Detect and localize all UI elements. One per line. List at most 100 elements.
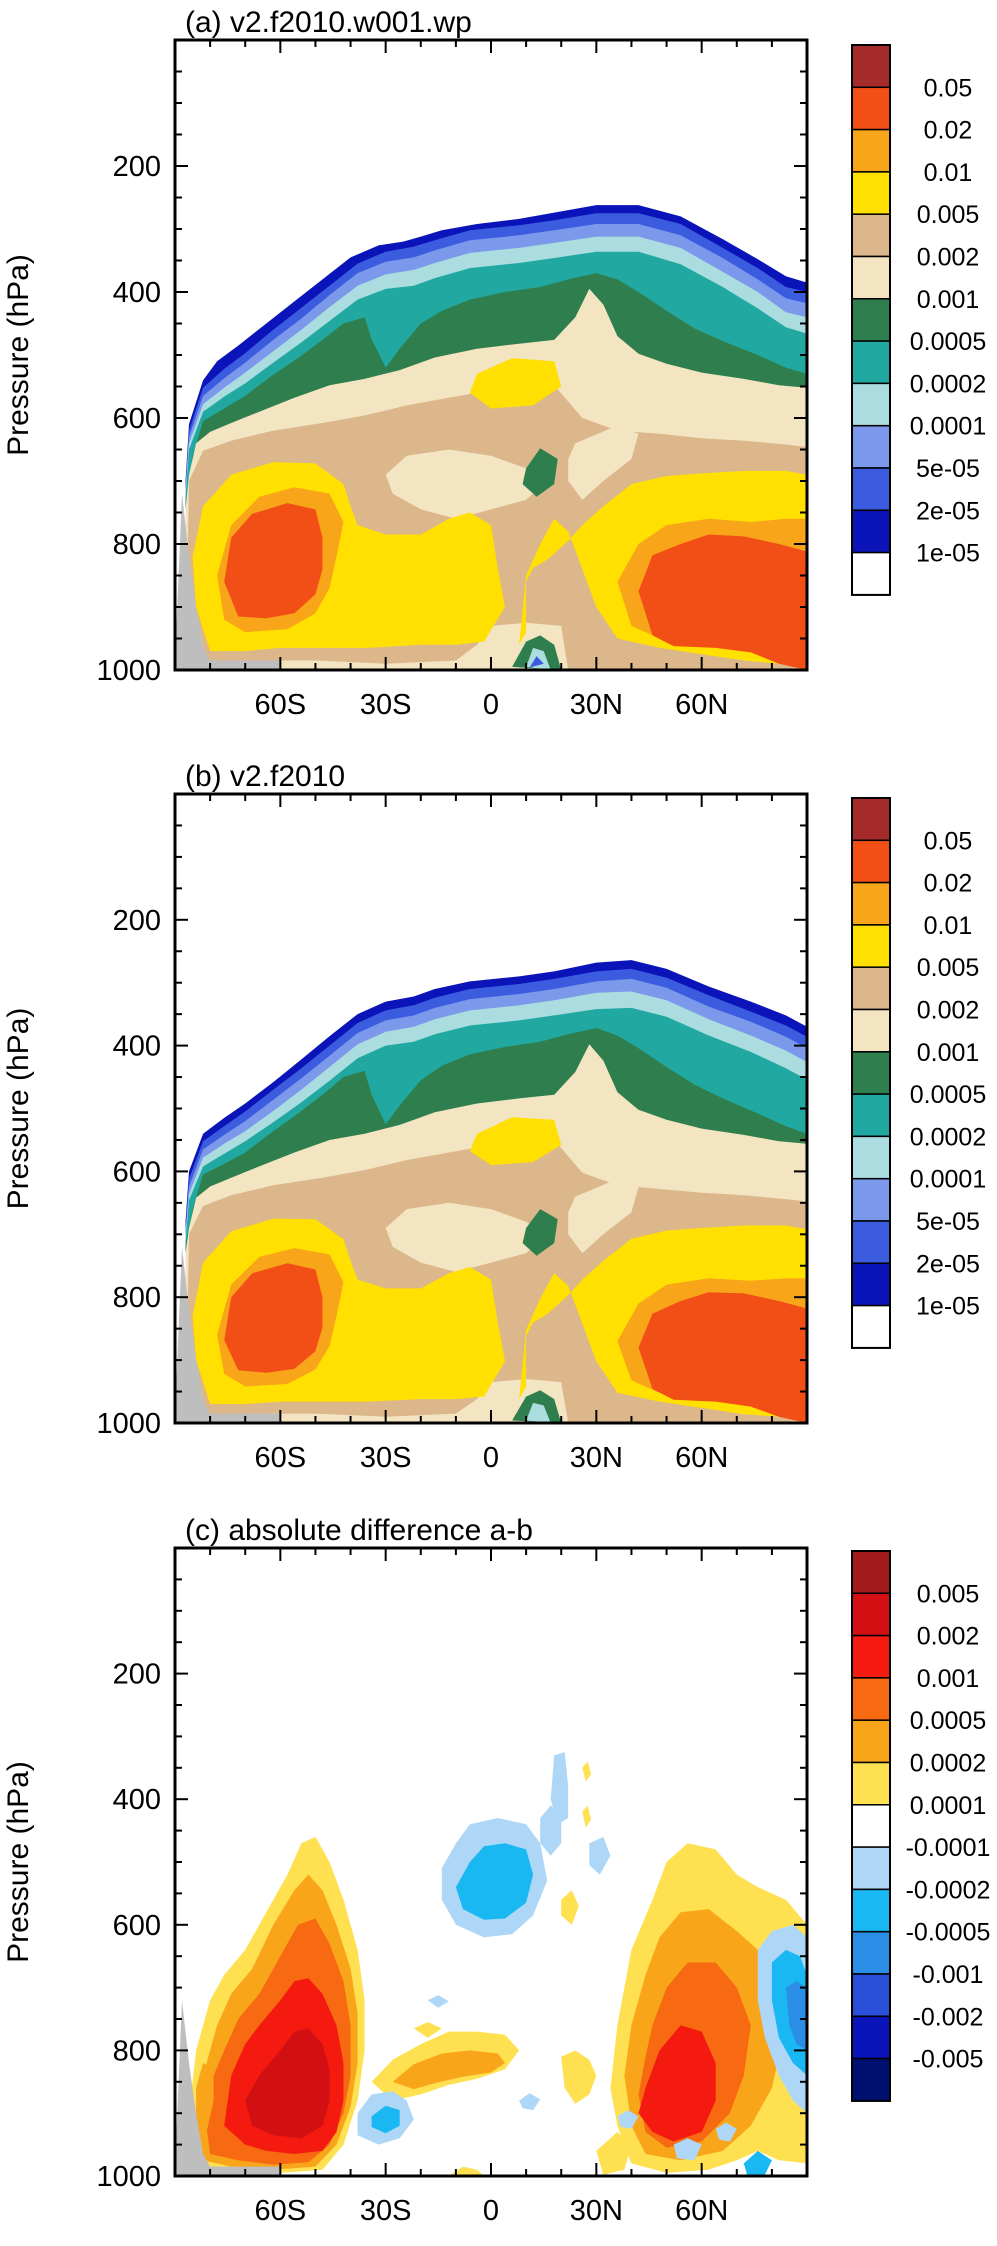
colorbar-box (851, 86, 891, 131)
colorbar-label: 0.002 (917, 997, 980, 1025)
contour-field-2 (175, 1548, 807, 2176)
colorbar-label: 0.01 (924, 912, 973, 940)
y-tick-label: 200 (113, 1659, 161, 1691)
contour-region (638, 1292, 807, 1423)
colorbar-box (851, 2057, 891, 2102)
y-axis-label: Pressure (hPa) (2, 254, 35, 456)
x-tick-label: 60N (675, 2195, 728, 2227)
panel-title: (c) absolute difference a-b (185, 1514, 533, 1547)
contour-field-1 (175, 794, 807, 1423)
colorbar-box (851, 298, 891, 342)
colorbar-label: 0.002 (917, 1623, 980, 1651)
colorbar-label: 2e-05 (916, 497, 980, 525)
y-tick-label: 600 (113, 1156, 161, 1188)
colorbar-label: 0.002 (917, 244, 980, 272)
contour-region (519, 2093, 541, 2111)
colorbar-box (851, 1093, 891, 1138)
contour-region (385, 449, 548, 519)
colorbar-label: -0.0005 (906, 1919, 991, 1947)
y-tick-label: 1000 (96, 655, 161, 687)
y-tick-label: 600 (113, 403, 161, 435)
colorbar-label: 5e-05 (916, 1208, 980, 1236)
contour-region (455, 1843, 534, 1920)
x-tick-label: 30S (360, 2195, 412, 2227)
colorbar-box (851, 1304, 891, 1349)
x-tick-label: 60S (255, 2195, 307, 2227)
colorbar-box (851, 1177, 891, 1222)
colorbar-box (851, 424, 891, 469)
contour-region (413, 2022, 442, 2038)
topography-mask (175, 2000, 281, 2176)
x-tick-label: 30S (360, 1442, 412, 1474)
topography-mask (175, 1246, 281, 1423)
contour-region (529, 656, 544, 668)
colorbar-label: 0.0002 (910, 370, 986, 398)
x-tick-label: 60S (255, 1442, 307, 1474)
colorbar-box (851, 509, 891, 554)
y-tick-label: 400 (113, 1784, 161, 1816)
y-axis-label: Pressure (hPa) (2, 1761, 35, 1963)
contour-region (785, 1981, 807, 2051)
contour-region (245, 2028, 330, 2139)
contour-region (715, 2122, 737, 2142)
colorbar-box (851, 1135, 891, 1180)
y-tick-label: 200 (113, 905, 161, 937)
y-tick-label: 400 (113, 1031, 161, 1063)
colorbar-label: -0.002 (913, 2003, 984, 2031)
colorbar-label: 0.005 (917, 201, 980, 229)
contour-region (385, 1202, 548, 1272)
colorbar-box (851, 2015, 891, 2060)
colorbar-label: 2e-05 (916, 1250, 980, 1278)
colorbar-box (851, 1677, 891, 1721)
contour-region (638, 2025, 716, 2142)
contour-region (224, 503, 323, 619)
colorbar-box (851, 1930, 891, 1975)
colorbar-box (851, 1051, 891, 1095)
colorbar-box (851, 467, 891, 512)
panel-title: (b) v2.f2010 (185, 760, 345, 793)
x-tick-label: 30N (570, 1442, 623, 1474)
contour-region (196, 2063, 214, 2145)
contour-region (522, 1209, 558, 1256)
contour-region (596, 2132, 632, 2175)
contour-region (540, 1805, 562, 1856)
colorbar-box (851, 924, 891, 968)
contour-field-0 (175, 40, 807, 670)
colorbar-box (851, 340, 891, 385)
colorbar-box (851, 1973, 891, 2018)
colorbar-label: 0.0002 (910, 1750, 986, 1778)
colorbar-box (851, 255, 891, 300)
contour-region (550, 1752, 569, 1825)
y-tick-label: 800 (113, 2035, 161, 2067)
colorbar-box (851, 44, 891, 89)
colorbar-label: 0.0005 (910, 1081, 986, 1109)
colorbar-box (851, 966, 891, 1011)
contour-region (224, 1263, 323, 1373)
contour-region (448, 2166, 484, 2176)
colorbar-box (851, 1888, 891, 1933)
colorbar-label: 0.02 (924, 870, 973, 898)
contour-region (568, 425, 639, 500)
x-tick-label: 60N (675, 689, 728, 721)
colorbar-box (851, 1719, 891, 1764)
contour-region (638, 534, 807, 670)
contour-region (469, 1117, 562, 1166)
colorbar-frame (851, 1550, 891, 2102)
x-tick-label: 60S (255, 689, 307, 721)
contour-region (582, 1761, 592, 1782)
colorbar-box (851, 1761, 891, 1806)
colorbar-label: -0.001 (913, 1961, 984, 1989)
colorbar-label: 0.0001 (910, 1166, 986, 1194)
panel-title: (a) v2.f2010.w001.wp (185, 6, 472, 39)
colorbar-label: 0.005 (917, 954, 980, 982)
contour-region (522, 448, 558, 497)
colorbar-box (851, 128, 891, 173)
colorbar: 0.005 0.002 0.001 0.0005 0.0002 0.0001 -0.0001… (851, 1550, 991, 2102)
y-tick-label: 800 (113, 529, 161, 561)
colorbar-label: -0.005 (913, 2046, 984, 2074)
colorbar-box (851, 551, 891, 596)
y-tick-label: 1000 (96, 1408, 161, 1440)
x-tick-label: 30S (360, 689, 412, 721)
contour-region (469, 358, 562, 409)
